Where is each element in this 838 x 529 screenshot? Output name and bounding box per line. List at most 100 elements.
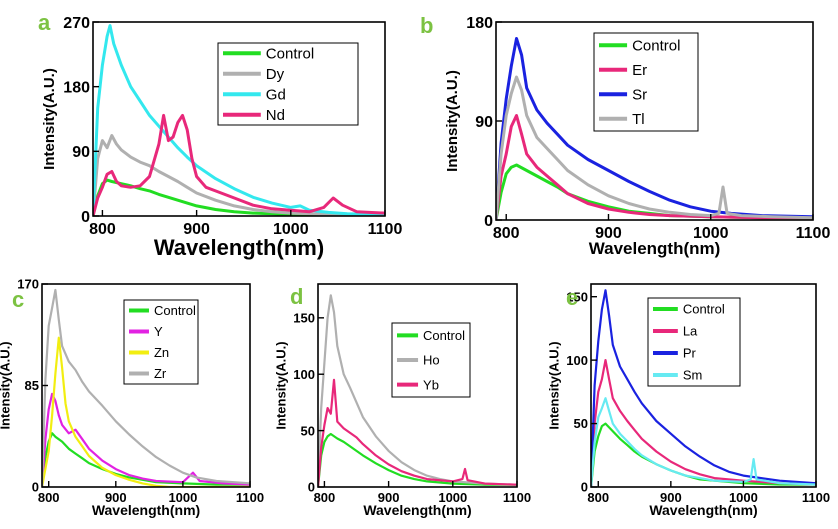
y-axis-title: Intensity(A.U.) [0, 341, 12, 429]
y-tick-label: 100 [566, 353, 588, 368]
legend-label-dy: Dy [266, 66, 285, 83]
x-tick-label: 1000 [273, 221, 309, 238]
x-axis-title: Wavelength(nm) [649, 502, 757, 518]
y-axis-title: Intensity(A.U.) [546, 341, 561, 429]
legend-box [217, 42, 359, 126]
x-axis-title: Wavelength(nm) [363, 502, 471, 518]
series-line-dy [93, 134, 385, 216]
series-line-pr [591, 289, 816, 487]
series-line-la [591, 359, 816, 487]
x-tick-label: 800 [587, 490, 609, 505]
legend-label-nd: Nd [266, 107, 285, 124]
y-tick-label: 150 [566, 289, 588, 304]
x-tick-label: 1000 [438, 490, 467, 505]
legend-label-control: Control [266, 46, 314, 63]
legend-label-ho: Ho [423, 353, 440, 368]
y-tick-label: 180 [63, 79, 90, 96]
y-tick-label: 270 [63, 15, 90, 32]
legend: Control Y Zn Zr [123, 299, 199, 385]
x-tick-label: 900 [183, 221, 210, 238]
y-tick-label: 50 [301, 423, 315, 438]
plot-frame [317, 283, 518, 488]
legend-label-control: Control [683, 302, 725, 317]
legend-label-yb: Yb [423, 377, 439, 392]
y-tick-label: 0 [308, 480, 315, 495]
legend-label-pr: Pr [683, 346, 697, 361]
chart-panel-d: 800 900 1000 1100 0 50 100 150 Wavelength(nm) Int… [273, 283, 531, 518]
x-tick-label: 1000 [729, 490, 758, 505]
chart-panel-c: 800 900 1000 1100 0 85 170 Wavelength(nm) Intens… [0, 277, 264, 518]
legend: Control Ho Yb [391, 322, 471, 398]
legend-label-la: La [683, 324, 698, 339]
chart-panel-e: 800 900 1000 1100 0 50 100 150 Wavelength(nm) Int… [546, 283, 830, 518]
x-tick-label: 900 [595, 225, 622, 242]
plot-frame [590, 283, 817, 488]
series-line-tl [496, 75, 813, 220]
legend: Control Dy Gd Nd [217, 42, 359, 126]
legend-box [593, 32, 699, 132]
legend-label-y: Y [154, 324, 163, 339]
series-line-sr [496, 37, 813, 220]
series-line-yb [318, 378, 517, 487]
y-tick-label: 90 [72, 144, 90, 161]
x-tick-label: 800 [38, 490, 60, 505]
legend: Control Er Sr Tl [593, 32, 699, 132]
legend: Control La Pr Sm [647, 297, 741, 387]
series-line-zr [42, 288, 250, 487]
panel-letter: e [566, 285, 578, 310]
chart-panel-a: 800 900 1000 1100 0 90 180 270 Wavelength(nm) Int… [38, 10, 402, 260]
series-line-control [318, 432, 517, 487]
legend-label-tl: Tl [632, 111, 645, 128]
panel-letter: d [290, 284, 303, 309]
series-line-ho [318, 294, 517, 487]
x-tick-label: 800 [314, 490, 336, 505]
series-line-zn [42, 336, 250, 487]
legend-label-control: Control [154, 303, 196, 318]
y-tick-label: 0 [581, 480, 588, 495]
legend-label-zn: Zn [154, 345, 169, 360]
plot-frame [92, 21, 386, 217]
legend-label-zr: Zr [154, 366, 167, 381]
series-line-control [93, 178, 385, 216]
legend-label-sr: Sr [632, 87, 647, 104]
series-line-sm [591, 397, 816, 487]
x-tick-label: 1100 [802, 490, 830, 505]
x-axis-title: Wavelength(nm) [92, 502, 200, 518]
x-tick-label: 1100 [503, 490, 531, 505]
x-tick-label: 900 [378, 490, 400, 505]
legend-label-sm: Sm [683, 368, 703, 383]
y-tick-label: 170 [17, 277, 39, 292]
y-axis-title: Intensity(A.U.) [41, 68, 58, 170]
series-line-y [42, 392, 250, 487]
panel-letter: b [420, 13, 433, 38]
series-line-control [42, 432, 250, 487]
legend-label-er: Er [632, 62, 647, 79]
series-line-nd [93, 113, 385, 216]
y-tick-label: 150 [293, 311, 315, 326]
panel-letter: c [12, 287, 24, 312]
x-tick-label: 1100 [368, 221, 403, 238]
y-tick-label: 0 [32, 480, 39, 495]
x-tick-label: 800 [89, 221, 116, 238]
x-tick-label: 1000 [168, 490, 197, 505]
series-line-gd [93, 24, 385, 216]
chart-panel-b: 800 900 1000 1100 0 90 180 Wavelength(nm) Intens… [420, 13, 830, 258]
y-tick-label: 0 [484, 213, 493, 230]
y-tick-label: 50 [574, 416, 588, 431]
y-tick-label: 90 [475, 114, 493, 131]
y-axis-title: Intensity(A.U.) [444, 70, 461, 172]
series-line-control [591, 422, 816, 487]
y-tick-label: 180 [466, 15, 493, 32]
series-line-er [496, 114, 813, 220]
x-tick-label: 1100 [236, 490, 264, 505]
x-tick-label: 1100 [796, 225, 831, 242]
x-tick-label: 900 [660, 490, 682, 505]
x-tick-label: 900 [105, 490, 127, 505]
y-tick-label: 0 [81, 209, 90, 226]
x-axis-title: Wavelength(nm) [154, 235, 324, 260]
x-tick-label: 1000 [693, 225, 729, 242]
y-tick-label: 100 [293, 367, 315, 382]
panel-letter: a [38, 10, 51, 35]
legend-label-control: Control [423, 328, 465, 343]
